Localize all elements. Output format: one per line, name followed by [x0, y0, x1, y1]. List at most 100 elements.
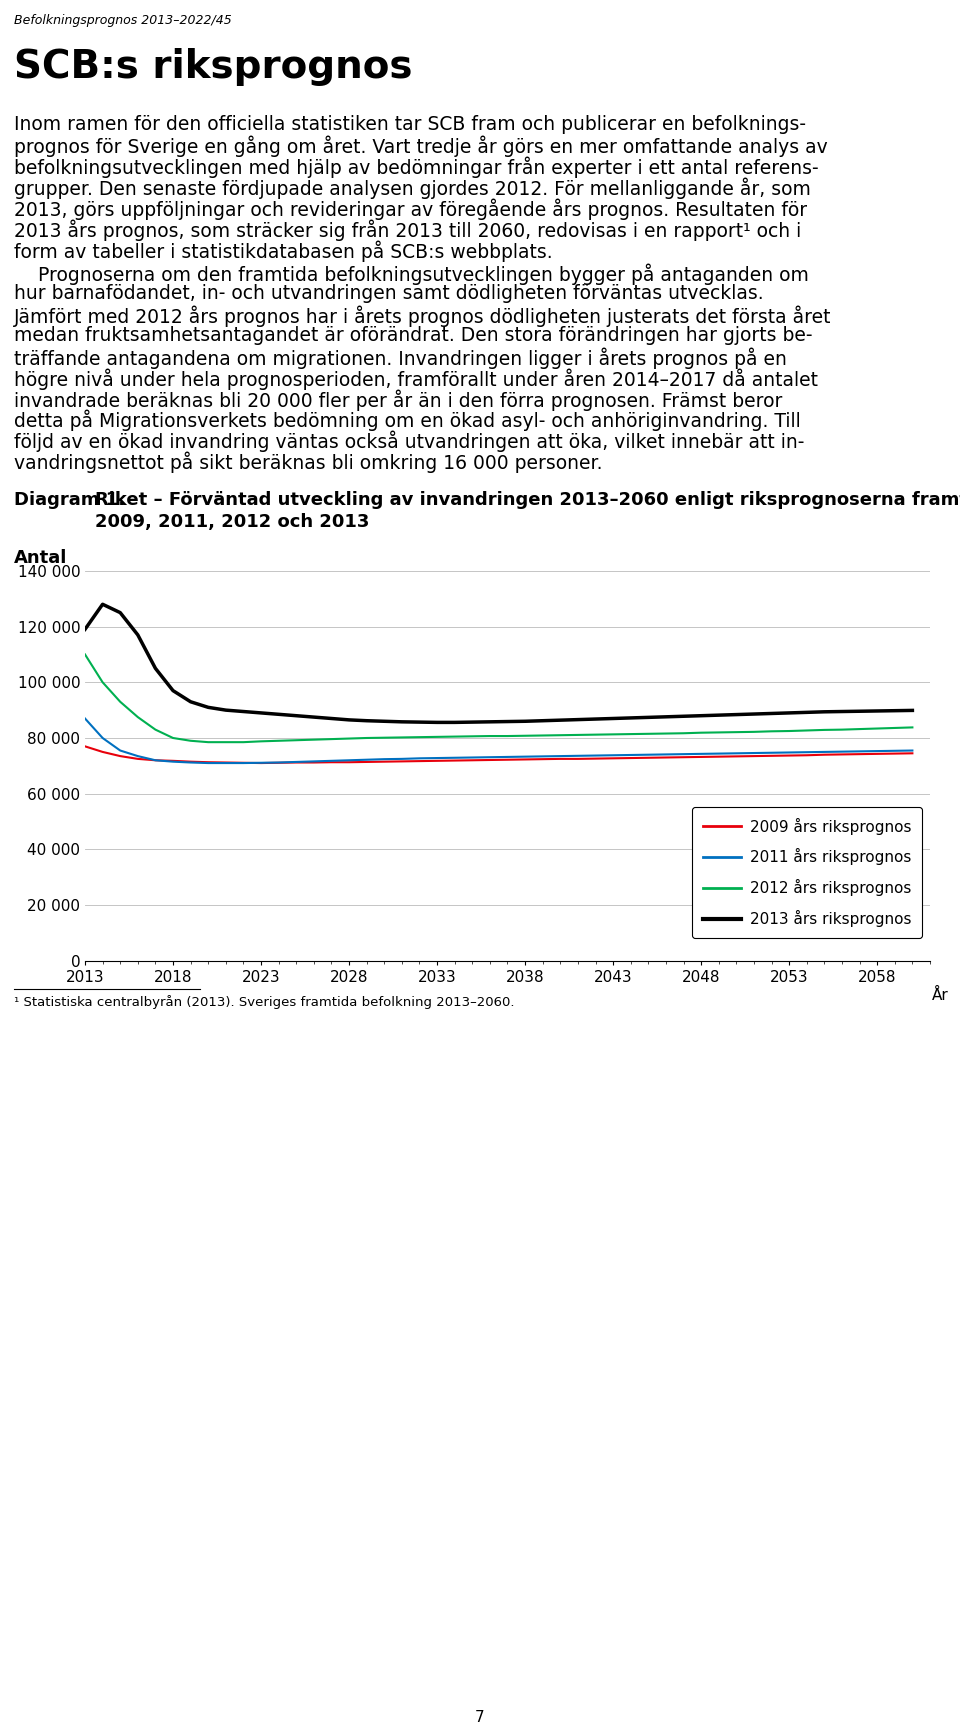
2012 års riksprognos	[396, 727, 408, 748]
2011 års riksprognos	[114, 740, 126, 760]
2009 års riksprognos	[308, 752, 320, 772]
2013 års riksprognos	[344, 710, 355, 731]
2009 års riksprognos	[572, 748, 584, 769]
2009 års riksprognos	[396, 752, 408, 772]
2011 års riksprognos	[731, 743, 742, 764]
2013 års riksprognos	[906, 700, 918, 721]
2013 års riksprognos	[167, 681, 179, 701]
2012 års riksprognos	[537, 726, 548, 746]
Line: 2011 års riksprognos: 2011 års riksprognos	[85, 719, 912, 764]
2013 års riksprognos	[361, 710, 372, 731]
2009 års riksprognos	[589, 748, 601, 769]
2011 års riksprognos	[396, 748, 408, 769]
2009 års riksprognos	[783, 745, 795, 766]
Text: hur barnafödandet, in- och utvandringen samt dödligheten förväntas utvecklas.: hur barnafödandet, in- och utvandringen …	[14, 284, 763, 303]
2009 års riksprognos	[114, 746, 126, 767]
2013 års riksprognos	[114, 603, 126, 624]
2009 års riksprognos	[414, 750, 425, 771]
2011 års riksprognos	[150, 750, 161, 771]
2012 års riksprognos	[695, 722, 707, 743]
2013 års riksprognos	[801, 701, 812, 722]
2012 års riksprognos	[572, 724, 584, 745]
2009 års riksprognos	[238, 752, 250, 772]
2012 års riksprognos	[608, 724, 619, 745]
2013 års riksprognos	[642, 707, 654, 727]
2013 års riksprognos	[80, 618, 91, 639]
2012 års riksprognos	[748, 722, 759, 743]
2009 års riksprognos	[819, 745, 830, 766]
2011 års riksprognos	[203, 753, 214, 774]
2011 års riksprognos	[660, 745, 672, 766]
2012 års riksprognos	[642, 724, 654, 745]
2009 års riksprognos	[132, 748, 144, 769]
2009 års riksprognos	[748, 746, 759, 767]
2011 års riksprognos	[220, 753, 231, 774]
2009 års riksprognos	[502, 750, 514, 771]
2013 års riksprognos	[819, 701, 830, 722]
2013 års riksprognos	[572, 708, 584, 729]
2009 års riksprognos	[519, 748, 531, 769]
2011 års riksprognos	[801, 741, 812, 762]
2013 års riksprognos	[678, 707, 689, 727]
2011 års riksprognos	[642, 745, 654, 766]
2009 års riksprognos	[484, 750, 495, 771]
2011 års riksprognos	[819, 741, 830, 762]
2011 års riksprognos	[167, 752, 179, 772]
2009 års riksprognos	[889, 743, 900, 764]
2011 års riksprognos	[537, 746, 548, 767]
2009 års riksprognos	[203, 752, 214, 772]
2011 års riksprognos	[308, 752, 320, 772]
2011 års riksprognos	[872, 741, 883, 762]
2013 års riksprognos	[308, 707, 320, 727]
Text: befolkningsutvecklingen med hjälp av bedömningar från experter i ett antal refer: befolkningsutvecklingen med hjälp av bed…	[14, 158, 819, 178]
2012 års riksprognos	[203, 733, 214, 753]
2013 års riksprognos	[273, 703, 284, 724]
2012 års riksprognos	[484, 726, 495, 746]
2011 års riksprognos	[695, 743, 707, 764]
2009 års riksprognos	[431, 750, 443, 771]
2009 års riksprognos	[678, 746, 689, 767]
2009 års riksprognos	[537, 748, 548, 769]
2011 års riksprognos	[467, 746, 478, 767]
Text: 7: 7	[475, 1709, 485, 1725]
Text: Jämfört med 2012 års prognos har i årets prognos dödligheten justerats det först: Jämfört med 2012 års prognos har i årets…	[14, 305, 831, 327]
2009 års riksprognos	[273, 752, 284, 772]
2012 års riksprognos	[678, 722, 689, 743]
2013 års riksprognos	[220, 700, 231, 721]
2013 års riksprognos	[836, 701, 848, 722]
2011 års riksprognos	[519, 746, 531, 767]
2012 års riksprognos	[114, 691, 126, 712]
2011 års riksprognos	[431, 748, 443, 769]
2011 års riksprognos	[713, 743, 725, 764]
2012 års riksprognos	[906, 717, 918, 738]
2011 års riksprognos	[378, 748, 390, 769]
2009 års riksprognos	[695, 746, 707, 767]
2013 års riksprognos	[713, 705, 725, 726]
2011 års riksprognos	[344, 750, 355, 771]
2012 års riksprognos	[308, 729, 320, 750]
Text: träffande antagandena om migrationen. Invandringen ligger i årets prognos på en: träffande antagandena om migrationen. In…	[14, 346, 787, 369]
2012 års riksprognos	[273, 731, 284, 752]
2012 års riksprognos	[801, 721, 812, 741]
2011 års riksprognos	[748, 743, 759, 764]
2013 års riksprognos	[766, 703, 778, 724]
2011 års riksprognos	[625, 745, 636, 766]
2009 års riksprognos	[660, 746, 672, 767]
Line: 2013 års riksprognos: 2013 års riksprognos	[85, 604, 912, 722]
2009 års riksprognos	[555, 748, 566, 769]
Text: Diagram 1.: Diagram 1.	[14, 490, 125, 509]
2009 års riksprognos	[449, 750, 461, 771]
Text: detta på Migrationsverkets bedömning om en ökad asyl- och anhöriginvandring. Til: detta på Migrationsverkets bedömning om …	[14, 410, 801, 431]
2013 års riksprognos	[537, 710, 548, 731]
2009 års riksprognos	[731, 746, 742, 767]
2011 års riksprognos	[484, 746, 495, 767]
2009 års riksprognos	[766, 745, 778, 766]
2013 års riksprognos	[378, 710, 390, 731]
Text: vandringsnettot på sikt beräknas bli omkring 16 000 personer.: vandringsnettot på sikt beräknas bli omk…	[14, 452, 603, 473]
Legend: 2009 års riksprognos, 2011 års riksprognos, 2012 års riksprognos, 2013 års riksp: 2009 års riksprognos, 2011 års riksprogn…	[692, 807, 923, 937]
2013 års riksprognos	[325, 708, 337, 729]
2013 års riksprognos	[783, 703, 795, 724]
2009 års riksprognos	[713, 746, 725, 767]
2012 års riksprognos	[467, 726, 478, 746]
2011 års riksprognos	[325, 750, 337, 771]
